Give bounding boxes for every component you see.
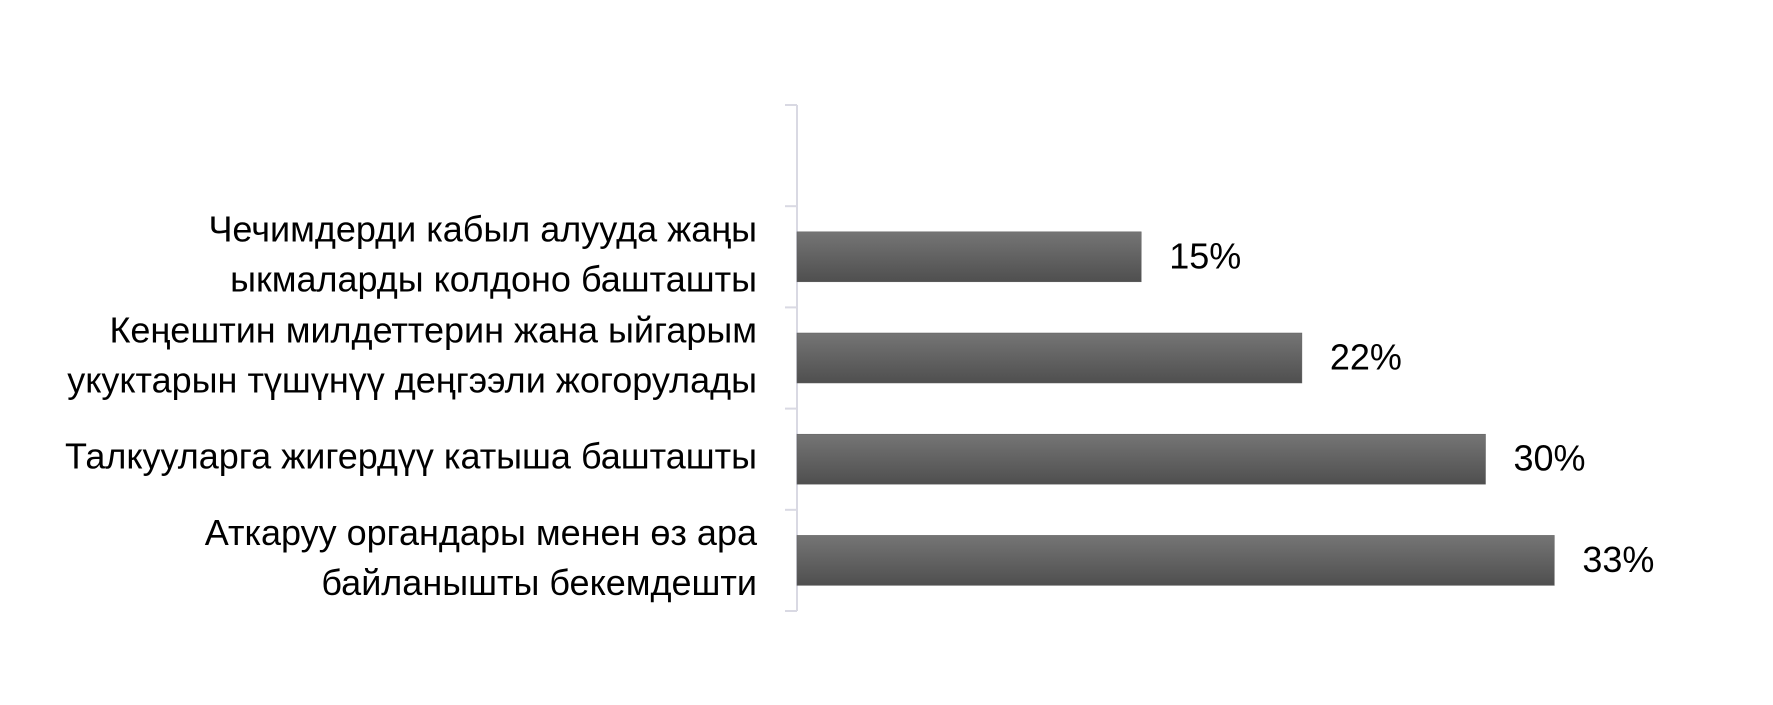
category-label: Аткаруу органдары менен өз ара — [205, 512, 758, 553]
bar — [796, 433, 1486, 485]
category-label: Кеңештин милдеттерин жана ыйгарым — [109, 310, 757, 351]
value-label: 15% — [1169, 235, 1241, 276]
value-label: 33% — [1582, 539, 1654, 580]
category-label: ыкмаларды колдоно башташты — [230, 258, 757, 299]
category-label: укуктарын түшүнүү деңгээли жогорулады — [67, 360, 757, 401]
bar — [796, 332, 1303, 384]
value-label: 22% — [1330, 337, 1402, 378]
bar — [796, 535, 1555, 586]
category-label: Чечимдерди кабыл алууда жаңы — [208, 208, 757, 249]
bar — [796, 231, 1142, 283]
value-label: 30% — [1514, 438, 1586, 479]
category-label: Талкууларга жигердүү катыша башташты — [65, 436, 757, 477]
category-label: байланышты бекемдешти — [321, 562, 757, 603]
